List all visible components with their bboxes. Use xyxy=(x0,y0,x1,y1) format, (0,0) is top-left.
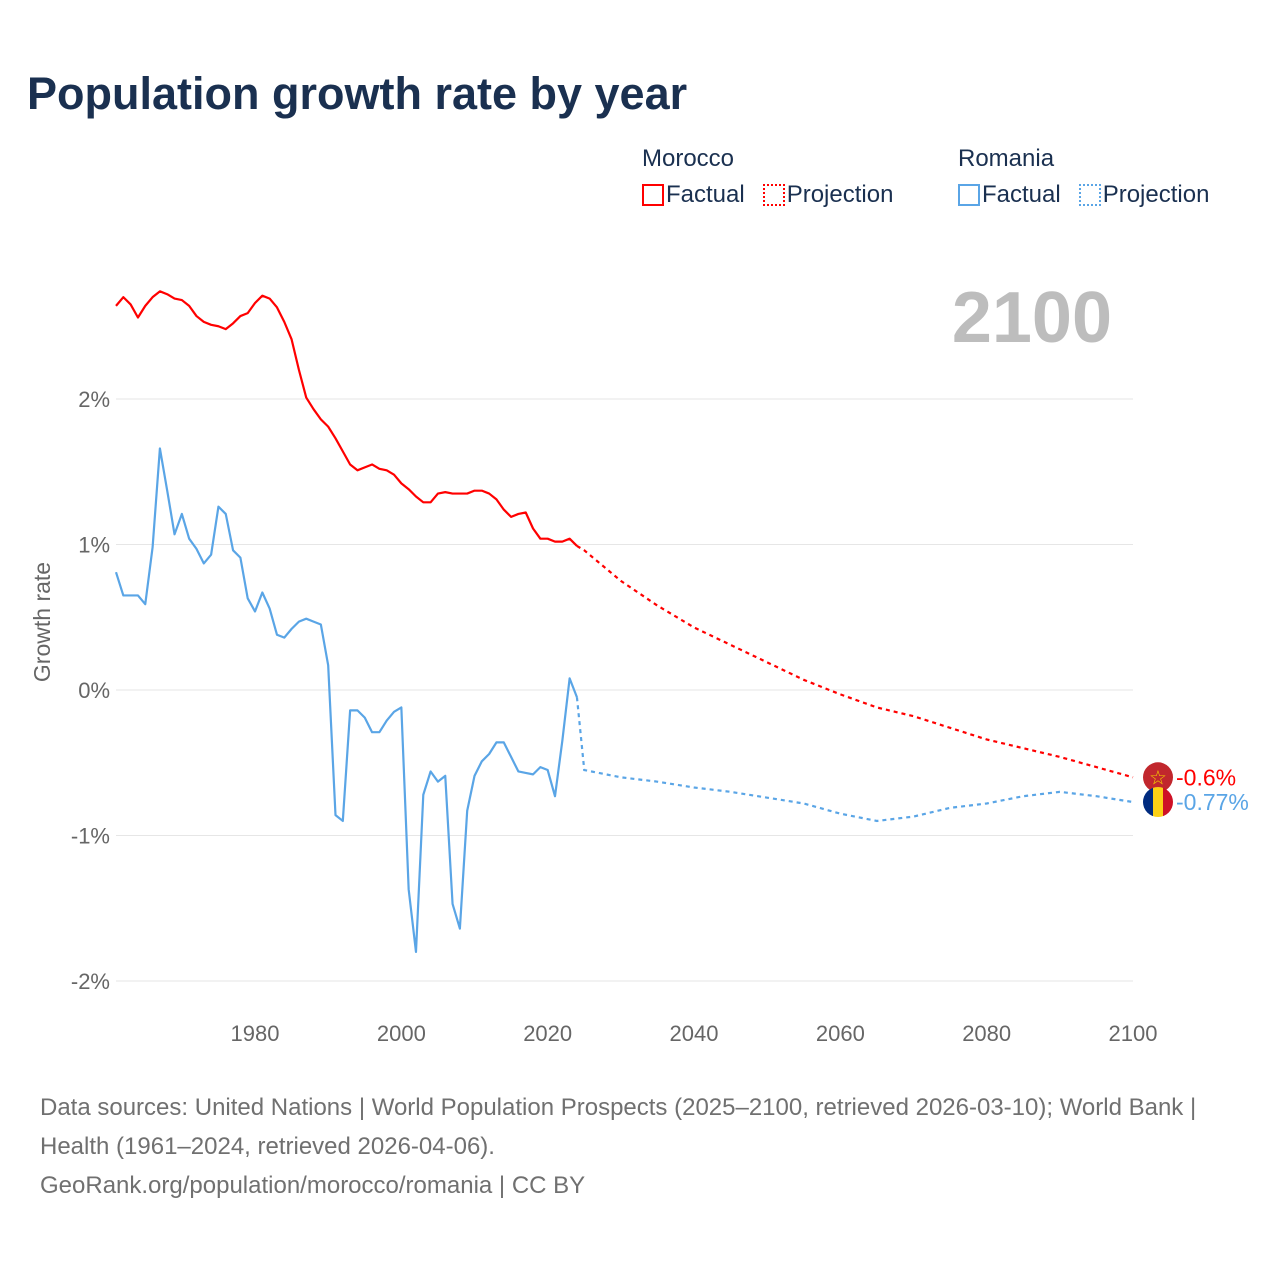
legend-country-name: Morocco xyxy=(642,145,735,172)
romania-factual-line xyxy=(114,447,578,954)
legend-morocco: Morocco Factual Projection xyxy=(642,145,905,209)
credit-link[interactable]: GeoRank.org/population/morocco/romania |… xyxy=(40,1172,586,1199)
legend-romania: Romania Factual Projection xyxy=(958,145,1221,209)
legend-country-name: Romania xyxy=(958,145,1055,172)
solid-swatch-icon xyxy=(642,184,664,206)
legend-item-factual[interactable]: Factual xyxy=(642,181,745,209)
y-tick-label: -2% xyxy=(71,969,110,994)
end-value-label: -0.6% xyxy=(1176,764,1236,790)
solid-swatch-icon xyxy=(958,184,980,206)
year-indicator: 2100 xyxy=(952,278,1112,358)
x-tick-label: 2060 xyxy=(816,1021,865,1046)
x-tick-label: 2040 xyxy=(670,1021,719,1046)
x-tick-label: 2100 xyxy=(1109,1021,1158,1046)
romania-flag-icon xyxy=(1143,787,1173,818)
legend-label: Projection xyxy=(786,181,894,208)
morocco-factual-line xyxy=(115,290,578,547)
legend-label: Factual xyxy=(666,181,745,208)
x-tick-label: 2000 xyxy=(377,1021,426,1046)
x-tick-label: 1980 xyxy=(231,1021,280,1046)
y-tick-label: -1% xyxy=(71,824,110,849)
legend-item-factual[interactable]: Factual xyxy=(958,181,1061,209)
end-value-label: -0.77% xyxy=(1176,789,1249,815)
legend-item-projection[interactable]: Projection xyxy=(762,181,894,209)
x-tick-label: 2020 xyxy=(523,1021,572,1046)
y-tick-label: 1% xyxy=(78,533,110,558)
dotted-swatch-icon xyxy=(1078,184,1101,206)
chart-title: Population growth rate by year xyxy=(27,68,688,119)
footer: Data sources: United Nations | World Pop… xyxy=(40,1088,1240,1205)
data-sources: Data sources: United Nations | World Pop… xyxy=(40,1094,1197,1160)
dotted-swatch-icon xyxy=(762,184,785,206)
morocco-flag-icon: ☆ xyxy=(1143,762,1173,793)
y-tick-label: 0% xyxy=(78,678,110,703)
svg-text:☆: ☆ xyxy=(1149,765,1167,789)
legend-label: Projection xyxy=(1102,181,1210,208)
legend-label: Factual xyxy=(982,181,1061,208)
legend-item-projection[interactable]: Projection xyxy=(1078,181,1210,209)
y-tick-label: 2% xyxy=(78,387,110,412)
morocco-projection-line xyxy=(576,545,1134,779)
y-axis-label: Growth rate xyxy=(29,562,55,682)
romania-projection-line xyxy=(575,697,1134,823)
x-tick-label: 2080 xyxy=(962,1021,1011,1046)
